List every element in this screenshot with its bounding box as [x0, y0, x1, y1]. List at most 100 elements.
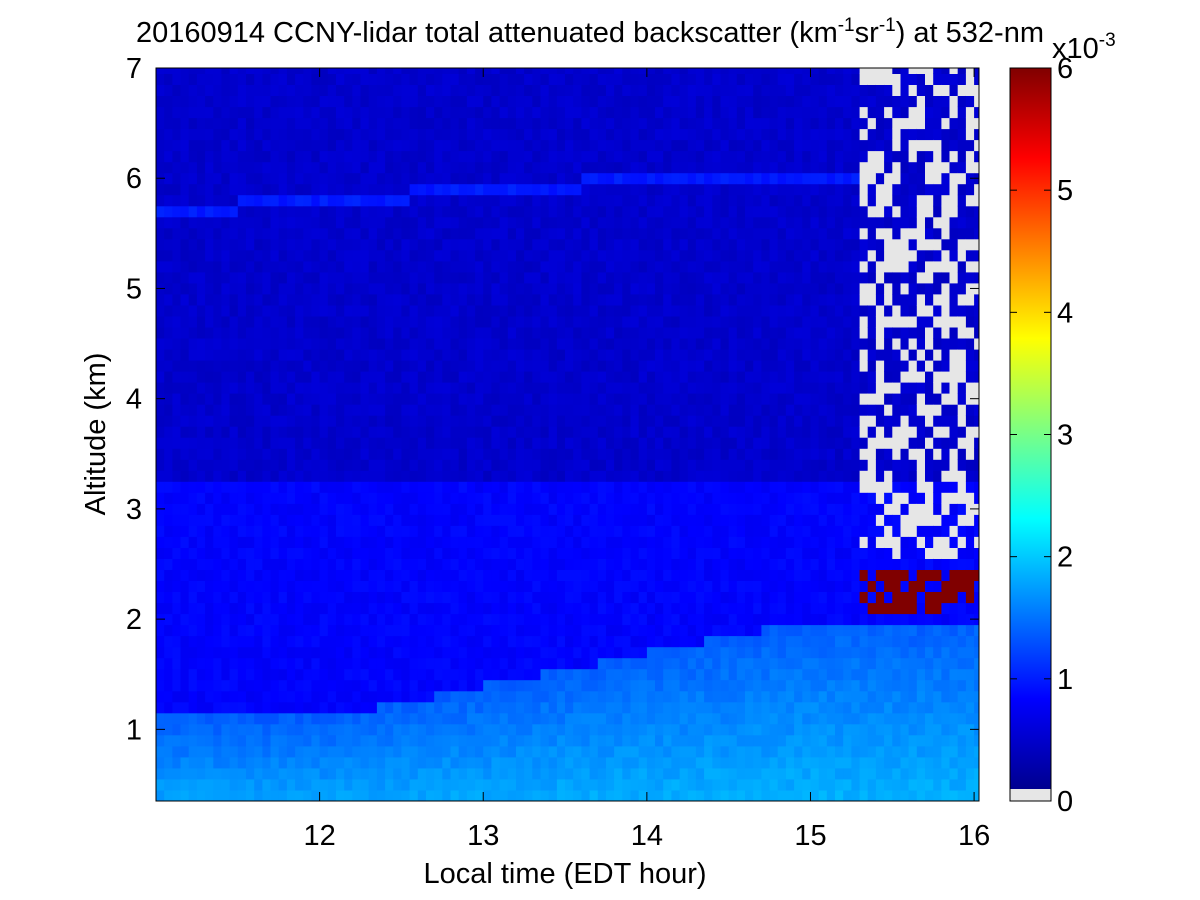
heatmap-cell [254, 128, 263, 141]
heatmap-cell [450, 558, 460, 570]
heatmap-cell [311, 668, 321, 681]
heatmap-cell [295, 613, 304, 626]
heatmap-cell [761, 492, 771, 504]
heatmap-cell [286, 734, 296, 747]
heatmap-cell [736, 150, 746, 163]
heatmap-cell [630, 569, 640, 581]
heatmap-cell [548, 712, 558, 725]
heatmap-cell [213, 646, 222, 659]
heatmap-cell [352, 767, 361, 780]
heatmap-cell [736, 316, 746, 328]
heatmap-cell [655, 536, 664, 548]
heatmap-cell [229, 635, 239, 648]
heatmap-cell [507, 382, 517, 394]
heatmap-cell [565, 470, 574, 482]
heatmap-cell [246, 327, 255, 339]
heatmap-cell [401, 84, 411, 96]
heatmap-cell [630, 282, 640, 295]
heatmap-cell [581, 150, 591, 163]
heatmap-cell [221, 646, 231, 659]
heatmap-cell [319, 393, 329, 405]
heatmap-cell [393, 73, 402, 85]
heatmap-cell [205, 580, 214, 592]
heatmap-cell [728, 745, 738, 758]
heatmap-cell [295, 415, 304, 427]
heatmap-cell [745, 371, 754, 383]
heatmap-cell [761, 415, 771, 427]
heatmap-cell [417, 437, 427, 449]
heatmap-cell [352, 536, 361, 548]
heatmap-cell [475, 282, 484, 295]
heatmap-cell [254, 745, 263, 758]
heatmap-cell [532, 338, 541, 350]
heatmap-cell [565, 558, 574, 570]
heatmap-cell [736, 624, 746, 637]
heatmap-cell [254, 338, 263, 350]
heatmap-cell [286, 470, 296, 482]
heatmap-cell [581, 426, 591, 438]
heatmap-cell [630, 371, 640, 383]
heatmap-cell [205, 84, 214, 96]
heatmap-cell [254, 756, 263, 769]
heatmap-cell [671, 448, 681, 460]
heatmap-cell [336, 205, 345, 218]
heatmap-cell [229, 613, 239, 626]
heatmap-cell [434, 172, 443, 185]
heatmap-cell [646, 745, 656, 758]
heatmap-cell [237, 139, 247, 152]
heatmap-cell [344, 569, 353, 581]
heatmap-cell [606, 139, 615, 152]
heatmap-cell [246, 316, 255, 328]
heatmap-cell [671, 580, 681, 592]
heatmap-cell [352, 426, 361, 438]
heatmap-cell [458, 558, 468, 570]
heatmap-cell [278, 569, 288, 581]
heatmap-cell [172, 679, 182, 692]
heatmap-cell [164, 657, 173, 670]
heatmap-cell [385, 668, 394, 681]
heatmap-cell [458, 470, 468, 482]
heatmap-cell [630, 249, 640, 262]
heatmap-cell [597, 756, 607, 769]
heatmap-cell [270, 481, 280, 493]
heatmap-cell [426, 338, 435, 350]
heatmap-cell [205, 779, 214, 791]
heatmap-cell [246, 525, 255, 537]
heatmap-cell [246, 360, 255, 372]
heatmap-cell [156, 470, 165, 482]
heatmap-cell [295, 602, 304, 615]
heatmap-cell [409, 382, 419, 394]
heatmap-cell [720, 602, 730, 615]
heatmap-cell [327, 470, 337, 482]
heatmap-cell [409, 139, 419, 152]
heatmap-cell [638, 68, 648, 74]
heatmap-cell [286, 525, 296, 537]
heatmap-cell [589, 338, 599, 350]
heatmap-cell [687, 459, 697, 471]
heatmap-cell [254, 316, 263, 328]
heatmap-cell [573, 95, 582, 108]
heatmap-cell [606, 547, 615, 559]
heatmap-cell [663, 470, 672, 482]
heatmap-cell [295, 227, 304, 240]
heatmap-cell [196, 492, 206, 504]
heatmap-cell [229, 591, 239, 604]
heatmap-cell [450, 613, 460, 626]
heatmap-cell [663, 282, 672, 295]
heatmap-cell [745, 459, 754, 471]
heatmap-cell [311, 338, 321, 350]
heatmap-cell [483, 68, 492, 74]
heatmap-cell [736, 712, 746, 725]
heatmap-cell [401, 470, 411, 482]
heatmap-cell [180, 679, 190, 692]
heatmap-cell [426, 117, 435, 130]
heatmap-cell [663, 701, 672, 714]
heatmap-cell [401, 657, 411, 670]
heatmap-cell [188, 216, 198, 229]
heatmap-cell [442, 668, 451, 681]
heatmap-cell [172, 723, 182, 736]
heatmap-cell [278, 404, 288, 416]
heatmap-cell [540, 139, 550, 152]
heatmap-cell [728, 701, 738, 714]
heatmap-cell [532, 426, 541, 438]
